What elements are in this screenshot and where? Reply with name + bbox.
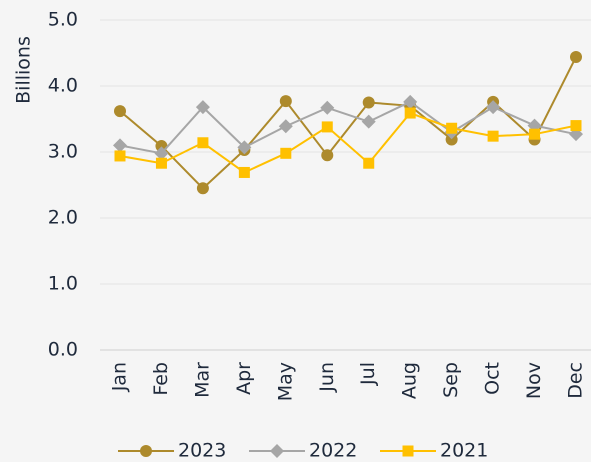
x-tick-label: Sep	[440, 362, 462, 398]
x-tick-label: Feb	[150, 362, 172, 396]
data-point	[321, 149, 334, 162]
x-tick-label: May	[274, 362, 296, 401]
x-tick-label: Dec	[565, 362, 587, 399]
data-point	[197, 137, 209, 149]
legend-marker	[140, 445, 152, 457]
data-point	[404, 107, 416, 119]
data-point	[279, 95, 292, 108]
y-tick-label: 4.0	[48, 75, 78, 97]
x-tick-label: Jun	[316, 362, 338, 393]
data-point	[403, 94, 418, 109]
series-line	[119, 111, 577, 174]
legend: 2023 2022 2021	[118, 440, 488, 462]
data-point	[486, 100, 501, 115]
x-tick-label: Aug	[399, 362, 421, 399]
y-axis-label: Billions	[13, 36, 35, 104]
data-point	[569, 127, 583, 142]
series-line	[119, 100, 577, 155]
x-tick-label: Apr	[233, 362, 255, 395]
data-point	[363, 157, 375, 169]
x-tick-label: Jul	[357, 362, 379, 386]
legend-label: 2023	[178, 440, 226, 462]
x-tick-label: Jan	[109, 362, 131, 392]
data-point	[114, 105, 126, 118]
y-tick-label: 3.0	[48, 141, 78, 163]
data-point	[362, 96, 375, 109]
x-tick-label: Nov	[523, 362, 545, 399]
data-point	[320, 100, 335, 115]
data-point	[570, 50, 582, 63]
data-point	[155, 157, 167, 169]
y-tick-label: 0.0	[48, 339, 78, 361]
legend-label: 2022	[309, 440, 357, 462]
legend-label: 2021	[440, 440, 488, 462]
data-point	[237, 140, 252, 155]
legend-marker	[402, 445, 414, 457]
y-tick-label: 2.0	[48, 207, 78, 229]
data-point	[529, 128, 541, 140]
data-point	[196, 182, 209, 195]
data-point	[446, 122, 458, 134]
data-point	[114, 150, 126, 162]
y-tick-label: 5.0	[48, 9, 78, 31]
data-point	[278, 119, 293, 134]
data-point	[238, 166, 250, 178]
data-point	[487, 130, 499, 142]
data-point	[570, 120, 582, 132]
data-point	[445, 133, 458, 146]
data-point	[321, 121, 333, 133]
x-tick-label: Mar	[191, 362, 213, 398]
legend-marker	[270, 444, 284, 458]
data-point	[195, 100, 210, 115]
x-tick-label: Oct	[482, 362, 504, 395]
data-point	[154, 146, 169, 161]
data-point	[113, 138, 127, 153]
data-point	[527, 118, 542, 133]
y-tick-label: 1.0	[48, 273, 78, 295]
data-point	[361, 114, 376, 129]
data-point	[280, 147, 292, 159]
series-line	[119, 56, 577, 190]
